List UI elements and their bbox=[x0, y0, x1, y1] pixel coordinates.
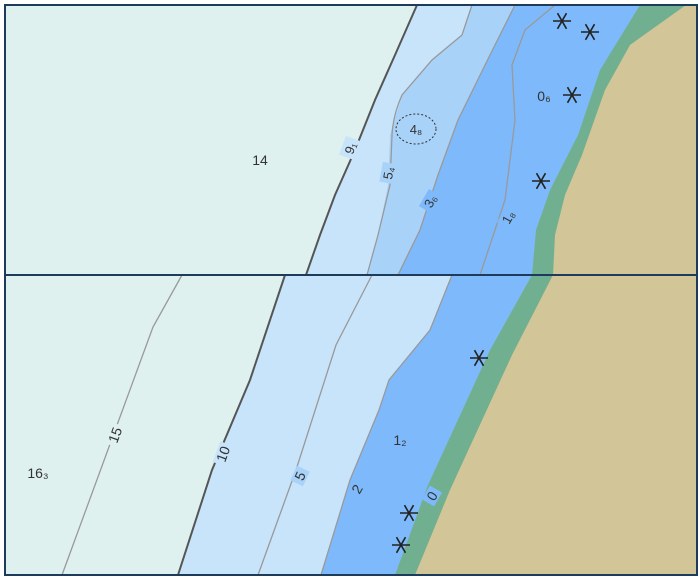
sounding-label: 1₂ bbox=[393, 432, 406, 448]
map-frame bbox=[4, 4, 698, 576]
contour-label-text: 15 bbox=[105, 425, 125, 445]
sounding-label: 14 bbox=[252, 152, 268, 168]
rock-symbol bbox=[581, 23, 599, 41]
rock-symbol-stroke bbox=[584, 23, 596, 41]
contour-label-10: 10 bbox=[212, 441, 234, 467]
contour-label-9-1: 9₁ bbox=[339, 135, 360, 160]
sounding-label: 4₈ bbox=[410, 122, 423, 137]
contour-label-5: 5 bbox=[290, 465, 310, 487]
contour-line-15 bbox=[61, 274, 183, 576]
contour-line-5 bbox=[257, 274, 373, 576]
rock-symbol-stroke bbox=[395, 536, 407, 554]
contour-label-5-4: 5₄ bbox=[379, 161, 397, 185]
contour-line-3-6 bbox=[397, 4, 516, 276]
contour-label-0: 0 bbox=[421, 485, 443, 507]
contour-line-2 bbox=[320, 274, 453, 576]
rock-symbol bbox=[553, 12, 571, 30]
rock-symbol-stroke bbox=[535, 172, 547, 190]
contour-label-text: 5₄ bbox=[380, 166, 397, 181]
sounding-label: 16₃ bbox=[27, 465, 48, 481]
land-area bbox=[553, 5, 697, 275]
top-panel: 9₁ 5₄ 3₆ 1₈ 14 4₈ 0₆ bbox=[5, 4, 697, 276]
contour-label-text: 9₁ bbox=[341, 140, 359, 157]
contour-label-15: 15 bbox=[104, 422, 126, 448]
contour-line-1-8 bbox=[479, 4, 556, 276]
rock-symbol bbox=[392, 536, 410, 554]
rock-symbol bbox=[532, 172, 550, 190]
rock-symbol bbox=[470, 349, 488, 367]
rock-symbol-stroke bbox=[403, 504, 415, 522]
rock-symbol bbox=[563, 86, 581, 104]
contour-label-2: 2 bbox=[346, 478, 368, 500]
rock-symbol-stroke bbox=[566, 86, 578, 104]
contour-label-text: 10 bbox=[213, 444, 233, 464]
sounding-label: 0₆ bbox=[537, 88, 550, 104]
contour-label-1-8: 1₈ bbox=[496, 204, 520, 230]
contour-line-10 bbox=[177, 274, 286, 576]
contour-label-3-6: 3₆ bbox=[418, 188, 442, 214]
sounding-circle bbox=[395, 113, 437, 145]
bottom-panel: 15 10 5 2 0 16₃ 1₂ bbox=[5, 274, 697, 576]
contour-line-5-4 bbox=[366, 4, 473, 276]
land-area bbox=[415, 275, 697, 575]
rock-symbol-stroke bbox=[473, 349, 485, 367]
rock-symbol bbox=[400, 504, 418, 522]
rock-symbol-stroke bbox=[556, 12, 568, 30]
